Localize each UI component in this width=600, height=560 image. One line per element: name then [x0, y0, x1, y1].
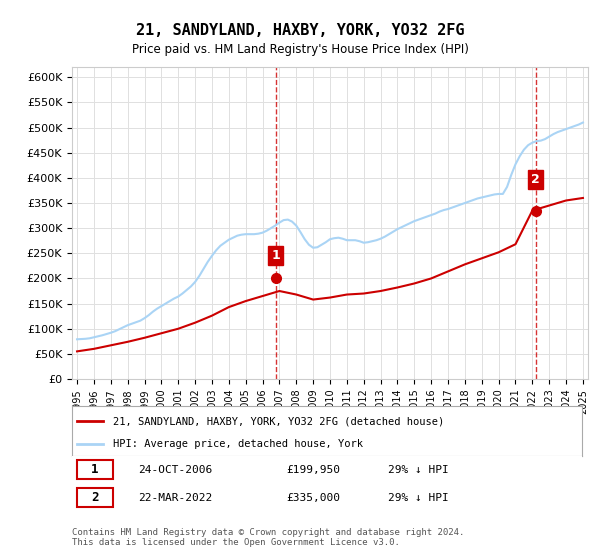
Text: HPI: Average price, detached house, York: HPI: Average price, detached house, York: [113, 439, 363, 449]
FancyBboxPatch shape: [77, 488, 113, 507]
Text: 1: 1: [271, 249, 280, 262]
Text: 29% ↓ HPI: 29% ↓ HPI: [388, 493, 449, 503]
Text: 21, SANDYLAND, HAXBY, YORK, YO32 2FG: 21, SANDYLAND, HAXBY, YORK, YO32 2FG: [136, 24, 464, 38]
Text: £199,950: £199,950: [286, 465, 340, 475]
Text: Contains HM Land Registry data © Crown copyright and database right 2024.
This d: Contains HM Land Registry data © Crown c…: [72, 528, 464, 547]
FancyBboxPatch shape: [77, 460, 113, 479]
Text: 21, SANDYLAND, HAXBY, YORK, YO32 2FG (detached house): 21, SANDYLAND, HAXBY, YORK, YO32 2FG (de…: [113, 416, 444, 426]
Text: Price paid vs. HM Land Registry's House Price Index (HPI): Price paid vs. HM Land Registry's House …: [131, 43, 469, 56]
Text: 2: 2: [91, 491, 98, 505]
Text: 2: 2: [531, 173, 540, 186]
Text: 22-MAR-2022: 22-MAR-2022: [139, 493, 212, 503]
Text: 1: 1: [91, 463, 98, 476]
Text: 29% ↓ HPI: 29% ↓ HPI: [388, 465, 449, 475]
Text: £335,000: £335,000: [286, 493, 340, 503]
Text: 24-OCT-2006: 24-OCT-2006: [139, 465, 212, 475]
